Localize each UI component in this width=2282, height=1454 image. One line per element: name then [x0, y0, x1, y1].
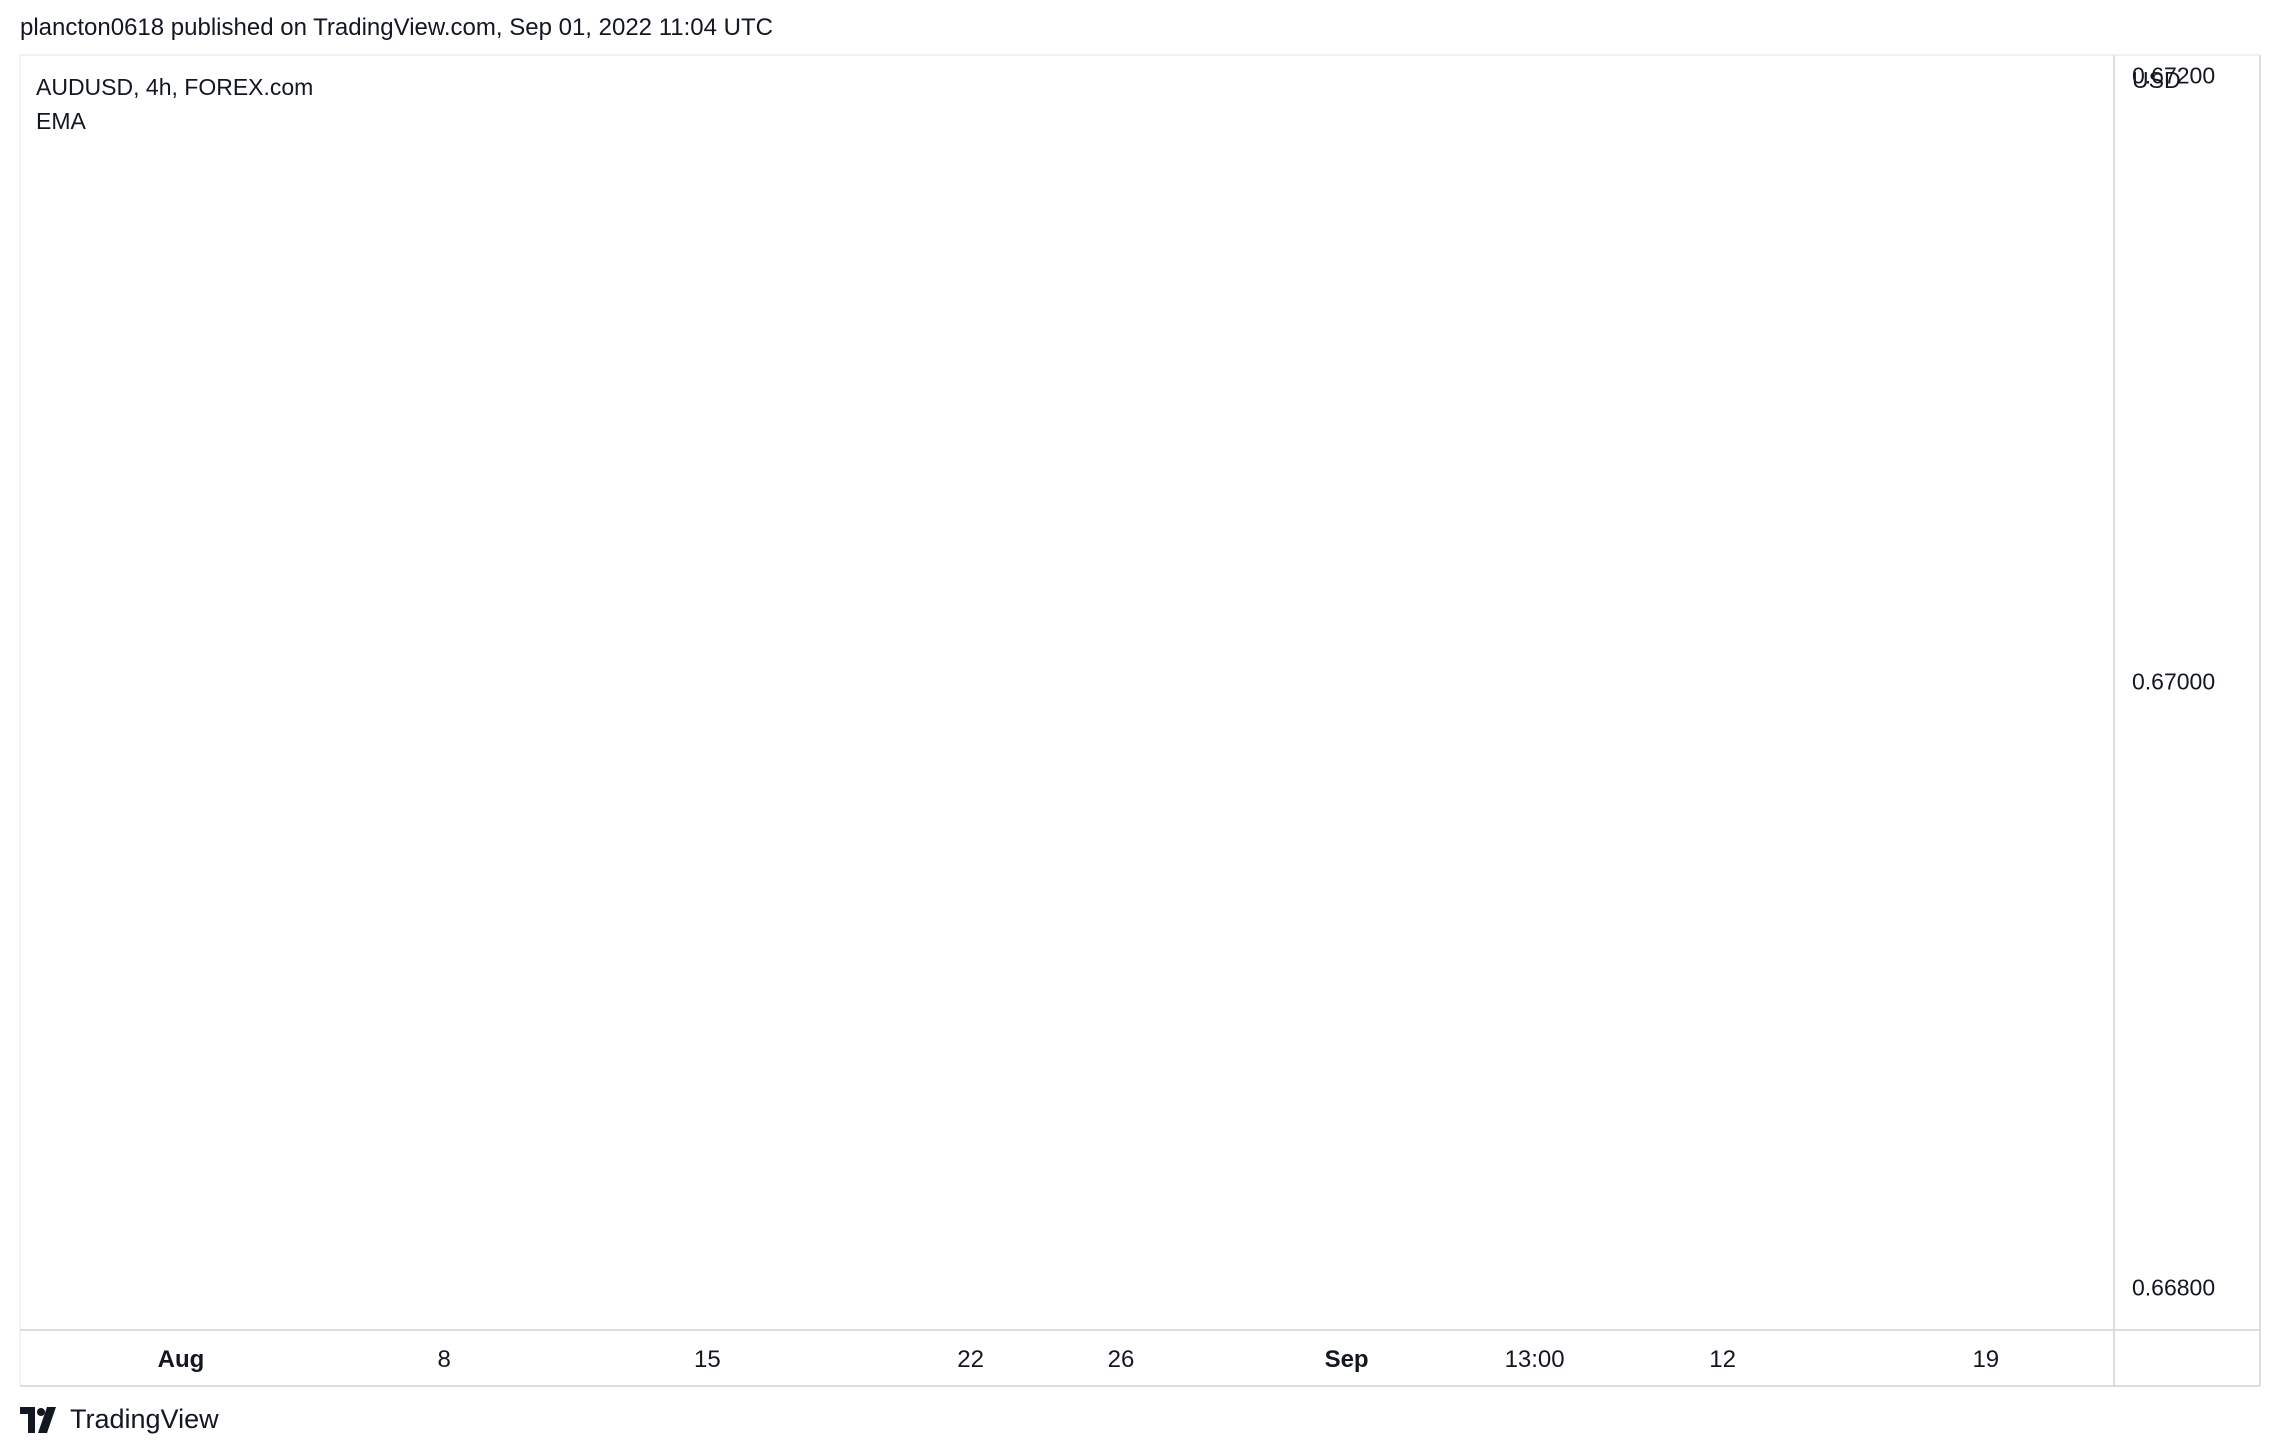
x-tick-label: 15 [694, 1346, 721, 1373]
brand-name: TradingView [70, 1404, 219, 1434]
symbol-line[interactable]: AUDUSD, 4h, FOREX.com [36, 74, 314, 100]
y-tick-label: 0.67000 [2132, 669, 2215, 695]
x-tick-label: 26 [1108, 1346, 1135, 1373]
x-tick-label: Sep [1325, 1346, 1369, 1373]
publish-header: plancton0618 published on TradingView.co… [20, 14, 773, 41]
indicator-label[interactable]: EMA [36, 108, 86, 134]
brand-footer[interactable]: TradingView [20, 1404, 219, 1435]
x-tick-label: 22 [957, 1346, 984, 1373]
price-axis: USD0.706000.704000.702000.700000.698000.… [2132, 63, 2215, 1301]
currency-label: USD [2132, 67, 2181, 93]
x-tick-label: Aug [158, 1346, 205, 1373]
x-tick-label: 19 [1972, 1346, 1999, 1373]
chart-frame [19, 54, 2261, 1387]
price-chart[interactable]: USD0.706000.704000.702000.700000.698000.… [0, 0, 2282, 1400]
x-tick-label: 8 [438, 1346, 451, 1373]
time-axis: Aug 8 15 22 26 Sep 13:00 12 19 [158, 1346, 1999, 1373]
x-tick-label: 13:00 [1505, 1346, 1565, 1373]
x-tick-label: 12 [1709, 1346, 1736, 1373]
chart-legend: AUDUSD, 4h, FOREX.com EMA [36, 70, 313, 138]
tradingview-logo-icon [20, 1406, 56, 1433]
y-tick-label: 0.67200 [2132, 63, 2215, 89]
y-tick-label: 0.66800 [2132, 1275, 2215, 1301]
